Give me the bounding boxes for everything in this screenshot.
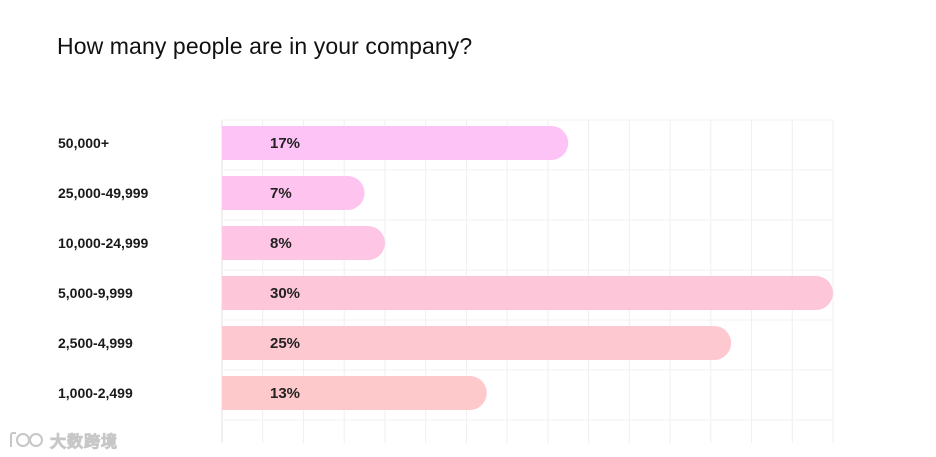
bar (222, 376, 487, 410)
bar (222, 276, 833, 310)
value-label: 7% (270, 185, 292, 202)
category-label: 25,000-49,999 (58, 185, 149, 201)
bar (222, 326, 732, 360)
value-labels: 17% 7% 8% 30% 25% 13% (270, 135, 300, 402)
watermark-logo-icon (10, 432, 43, 447)
value-label: 30% (270, 285, 300, 302)
chart-title: How many people are in your company? (57, 33, 473, 59)
chart-bars (222, 126, 833, 410)
value-label: 25% (270, 335, 300, 352)
bar (222, 226, 385, 260)
category-label: 1,000-2,499 (58, 385, 133, 401)
value-label: 17% (270, 135, 300, 152)
watermark-text: 大数跨境 (50, 432, 119, 452)
bar (222, 126, 569, 160)
category-label: 2,500-4,999 (58, 335, 133, 351)
category-labels: 50,000+ 25,000-49,999 10,000-24,999 5,000-9… (58, 135, 149, 401)
watermark: 大数跨境 (8, 428, 118, 452)
category-label: 50,000+ (58, 135, 109, 151)
value-label: 8% (270, 235, 292, 252)
value-label: 13% (270, 385, 300, 402)
category-label: 10,000-24,999 (58, 235, 149, 251)
category-label: 5,000-9,999 (58, 285, 133, 301)
bar (222, 176, 365, 210)
